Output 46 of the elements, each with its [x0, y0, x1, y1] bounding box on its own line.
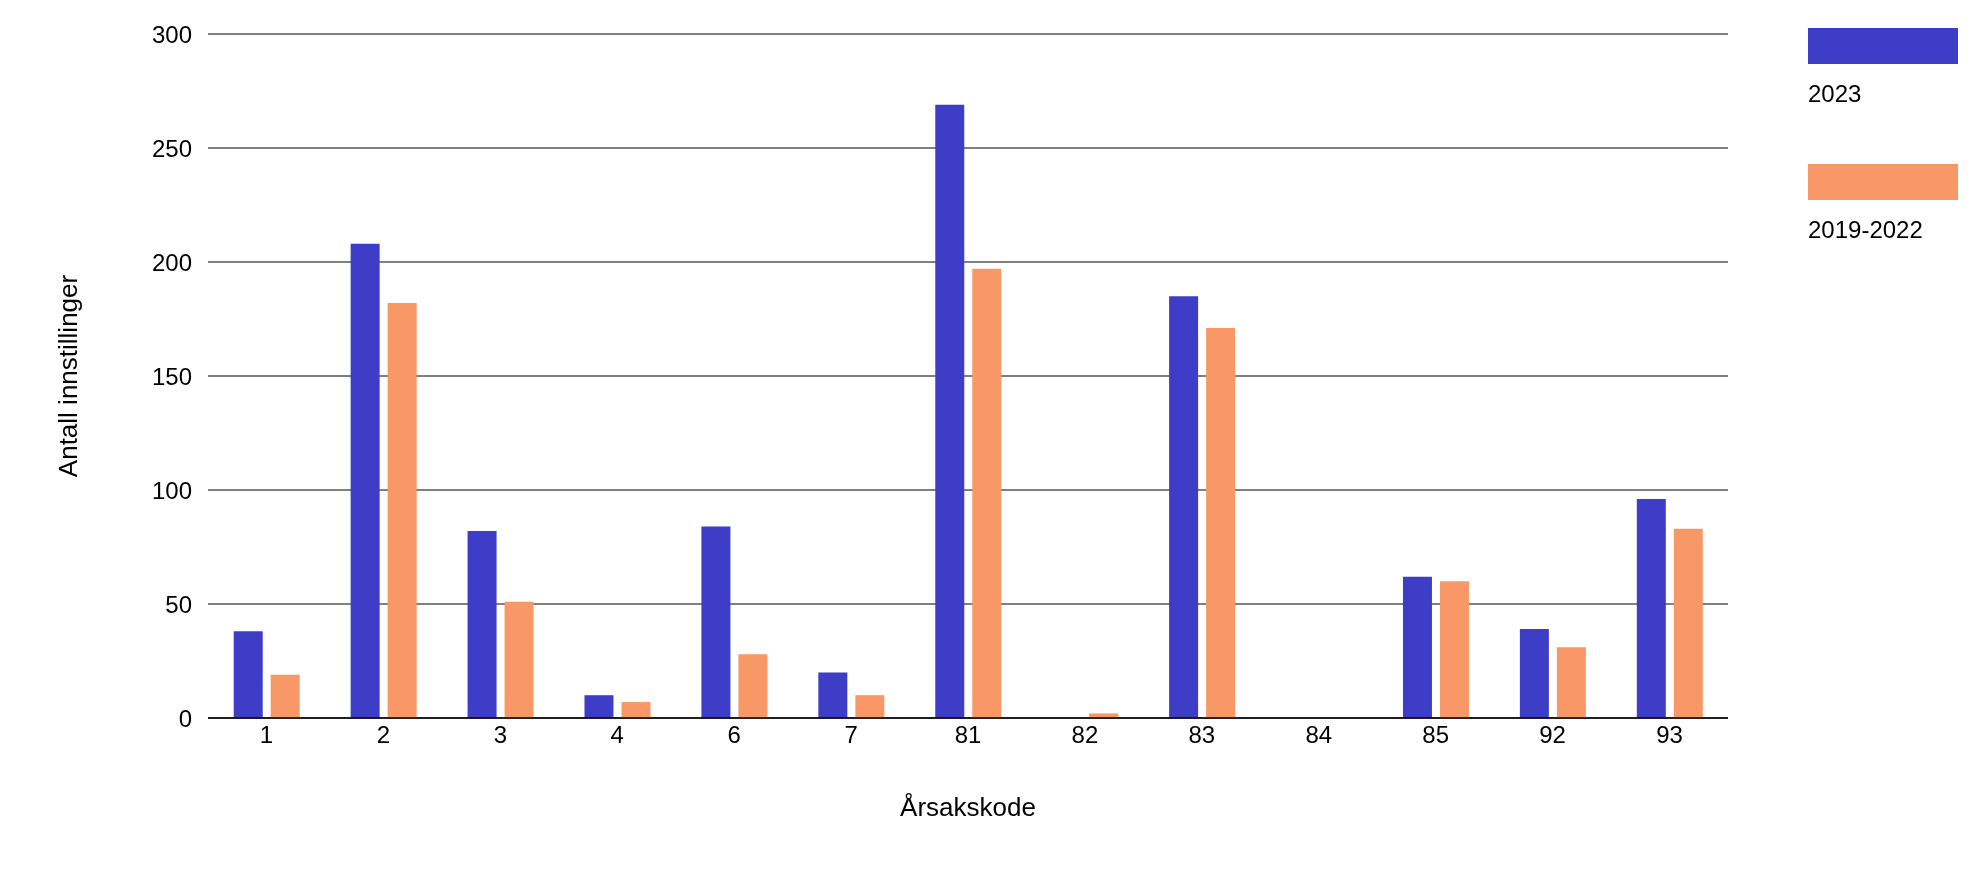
x-tick-label: 1 [259, 721, 274, 749]
bar [1556, 647, 1586, 718]
bar [233, 631, 263, 718]
y-tick-label: 150 [151, 362, 192, 390]
bar [1673, 528, 1703, 718]
bar [1636, 499, 1666, 718]
x-tick-label: 2 [376, 721, 391, 749]
bar [855, 695, 885, 718]
bar [350, 243, 380, 718]
bar [387, 303, 417, 718]
x-tick-label: 7 [844, 721, 858, 749]
y-tick-label: 200 [151, 248, 192, 276]
text: 2019-2022 [1808, 216, 1924, 244]
text: 2023 [1808, 80, 1863, 108]
bar [935, 104, 965, 718]
x-axis-title: Årsakskode [900, 792, 1036, 823]
x-tick-label: 3 [493, 721, 507, 749]
x-tick-label: 84 [1305, 721, 1333, 749]
bar [1169, 296, 1199, 718]
bar [972, 268, 1002, 718]
x-tick-label: 93 [1656, 721, 1683, 749]
bar [621, 702, 651, 718]
y-axis-title: Antall innstillinger [53, 274, 84, 478]
bar [701, 526, 731, 718]
y-tick-label: 50 [165, 590, 192, 618]
bar [1402, 576, 1432, 718]
x-tick-label: 4 [610, 721, 624, 749]
x-tick-label: 6 [727, 721, 741, 749]
bar [738, 654, 768, 718]
bar [1206, 328, 1236, 718]
x-tick-label: 85 [1422, 721, 1450, 749]
bar [504, 601, 534, 718]
y-tick-label: 250 [151, 134, 192, 162]
bar [1439, 581, 1469, 718]
x-tick-label: 82 [1071, 721, 1099, 749]
y-tick-label: 300 [151, 20, 192, 48]
bar [818, 672, 848, 718]
x-tick-label: 92 [1539, 721, 1566, 749]
bar [1519, 629, 1549, 718]
x-tick-label: 81 [954, 721, 982, 749]
x-tick-label: 83 [1188, 721, 1216, 749]
bar [584, 695, 614, 718]
bar [270, 674, 300, 718]
y-tick-label: 0 [178, 704, 192, 732]
bar [467, 531, 497, 718]
y-tick-label: 100 [151, 476, 192, 504]
